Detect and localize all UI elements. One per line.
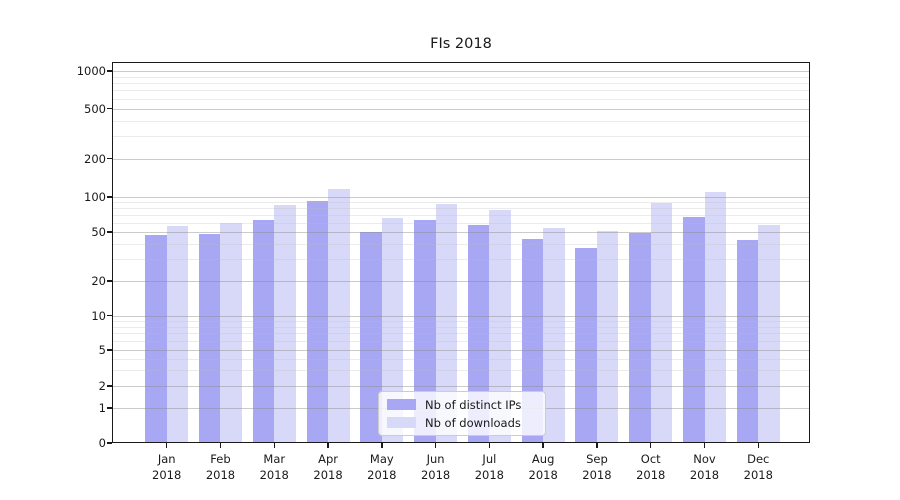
ytick-mark (107, 280, 112, 282)
ytick-label-50: 50 (91, 225, 106, 239)
bar-downloads-feb (220, 222, 242, 442)
ytick-mark (107, 314, 112, 317)
legend-row-distinct-ips: Nb of distinct IPs (387, 397, 537, 412)
ytick-label-2: 2 (98, 379, 106, 393)
ytick-mark (107, 385, 112, 387)
bar-distinct-ips-mar (252, 220, 275, 442)
legend-swatch-downloads-icon (387, 417, 416, 428)
bar-distinct-ips-nov (683, 217, 705, 442)
xtick-mark-jun (434, 443, 437, 448)
bar-distinct-ips-jul (467, 224, 490, 442)
ytick-label-20: 20 (91, 274, 106, 288)
xtick-mark-sep (596, 443, 598, 448)
ytick-mark (107, 349, 112, 351)
bar-distinct-ips-jan (145, 235, 167, 442)
bar-downloads-mar (274, 205, 296, 442)
xtick-mark-jul (488, 443, 491, 448)
bar-downloads-may (381, 217, 404, 442)
legend-label-downloads: Nb of downloads (425, 415, 521, 430)
xtick-label-nov: Nov 2018 (689, 452, 720, 482)
xtick-mark-mar (273, 443, 275, 448)
bar-distinct-ips-oct (629, 233, 651, 442)
bar-downloads-sep (596, 231, 619, 442)
ytick-mark (107, 107, 112, 110)
xtick-label-mar: Mar 2018 (259, 452, 289, 482)
legend-swatch-distinct-ips-icon (387, 399, 416, 410)
xtick-label-jun: Jun 2018 (420, 452, 451, 482)
bar-distinct-ips-dec (736, 240, 759, 442)
ytick-label-0: 0 (98, 436, 106, 450)
xtick-label-aug: Aug 2018 (528, 452, 558, 482)
bar-distinct-ips-may (360, 232, 382, 442)
xtick-mark-aug (542, 443, 544, 448)
ytick-mark (107, 196, 112, 198)
bars-layer (113, 63, 809, 442)
xtick-label-oct: Oct 2018 (636, 452, 666, 482)
xtick-mark-nov (703, 443, 706, 448)
xtick-mark-dec (757, 443, 759, 448)
ytick-mark (107, 70, 112, 72)
xtick-mark-jan (166, 443, 168, 448)
ytick-label-5: 5 (98, 343, 106, 357)
ytick-label-100: 100 (84, 190, 106, 204)
xtick-mark-oct (650, 443, 652, 448)
bar-distinct-ips-apr (306, 200, 329, 442)
bar-downloads-oct (650, 203, 673, 442)
xtick-label-may: May 2018 (367, 452, 397, 482)
xtick-label-apr: Apr 2018 (313, 452, 343, 482)
bar-downloads-dec (758, 224, 780, 442)
ytick-mark (107, 442, 112, 444)
ytick-label-500: 500 (84, 101, 106, 116)
bar-downloads-aug (543, 228, 565, 442)
bar-downloads-nov (704, 191, 726, 442)
xtick-label-feb: Feb 2018 (205, 452, 236, 482)
bar-downloads-jun (435, 204, 458, 442)
bar-distinct-ips-sep (575, 248, 597, 442)
xtick-label-dec: Dec 2018 (743, 452, 773, 482)
ytick-label-1: 1 (98, 401, 106, 415)
ytick-mark (107, 157, 112, 160)
legend: Nb of distinct IPs Nb of downloads (378, 391, 546, 436)
ytick-label-1000: 1000 (76, 64, 106, 78)
xtick-label-jul: Jul 2018 (474, 452, 505, 482)
legend-label-distinct-ips: Nb of distinct IPs (425, 397, 522, 412)
ytick-mark (107, 231, 112, 233)
xtick-mark-feb (219, 443, 222, 448)
xtick-mark-apr (327, 443, 329, 448)
xtick-label-jan: Jan 2018 (152, 452, 182, 482)
ytick-mark (107, 407, 112, 409)
bar-downloads-jul (489, 210, 511, 442)
bar-distinct-ips-feb (198, 234, 221, 442)
bar-downloads-apr (328, 189, 350, 442)
plot-area: Nb of distinct IPs Nb of downloads (112, 62, 810, 443)
xtick-mark-may (381, 443, 383, 448)
ytick-label-200: 200 (84, 151, 106, 166)
bar-distinct-ips-jun (414, 219, 436, 442)
xtick-label-sep: Sep 2018 (582, 452, 612, 482)
bar-downloads-jan (166, 226, 189, 442)
chart-title: FIs 2018 (430, 36, 492, 52)
legend-row-downloads: Nb of downloads (387, 415, 537, 430)
ytick-label-10: 10 (91, 308, 106, 323)
